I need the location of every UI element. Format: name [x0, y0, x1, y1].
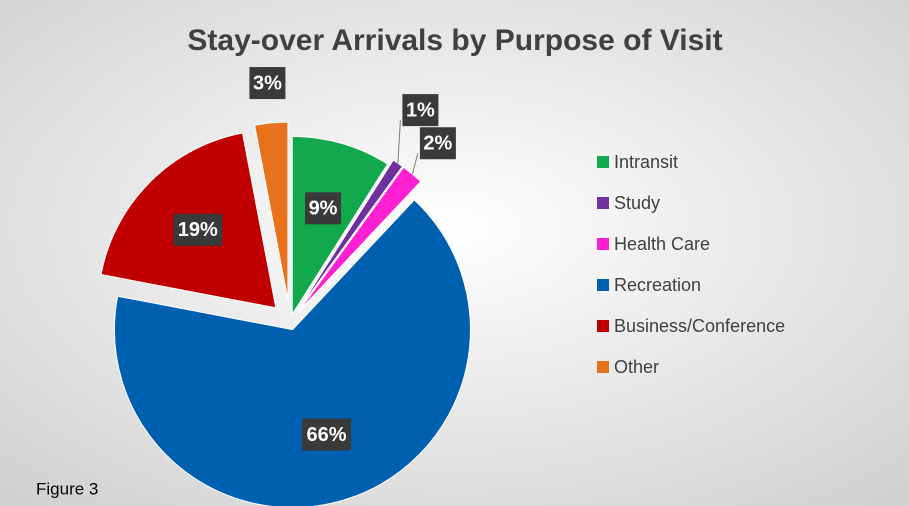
- leader-line: [397, 120, 401, 164]
- pie-slice: [291, 135, 389, 317]
- data-label-box: [305, 192, 342, 225]
- legend-label: Recreation: [614, 275, 701, 295]
- legend-label: Other: [614, 357, 659, 377]
- legend-swatch: [597, 279, 609, 291]
- legend-label: Business/Conference: [614, 316, 785, 336]
- data-label-box: [402, 94, 439, 127]
- annotation: Figure 3: [36, 479, 98, 498]
- legend-label: Intransit: [614, 152, 678, 172]
- pie-slice: [297, 159, 404, 311]
- chart-title: Stay-over Arrivals by Purpose of Visit: [187, 24, 722, 57]
- data-label: 3%: [253, 72, 282, 94]
- data-label-box: [419, 127, 456, 160]
- legend-swatch: [597, 361, 609, 373]
- legend-label: Study: [614, 193, 660, 213]
- data-label: 1%: [406, 99, 435, 121]
- data-label-box: [302, 418, 352, 451]
- leader-line: [411, 153, 419, 175]
- legend-label: Health Care: [614, 234, 710, 254]
- data-label-box: [249, 67, 286, 100]
- data-label: 19%: [178, 219, 218, 241]
- legend-swatch: [597, 320, 609, 332]
- legend-swatch: [597, 238, 609, 250]
- data-label: 2%: [423, 133, 452, 155]
- pie-slice: [253, 121, 289, 301]
- data-label-box: [173, 213, 223, 246]
- data-label: 9%: [309, 198, 338, 220]
- legend-swatch: [597, 156, 609, 168]
- legend-swatch: [597, 197, 609, 209]
- pie-slice: [113, 199, 471, 506]
- data-label: 66%: [307, 424, 347, 446]
